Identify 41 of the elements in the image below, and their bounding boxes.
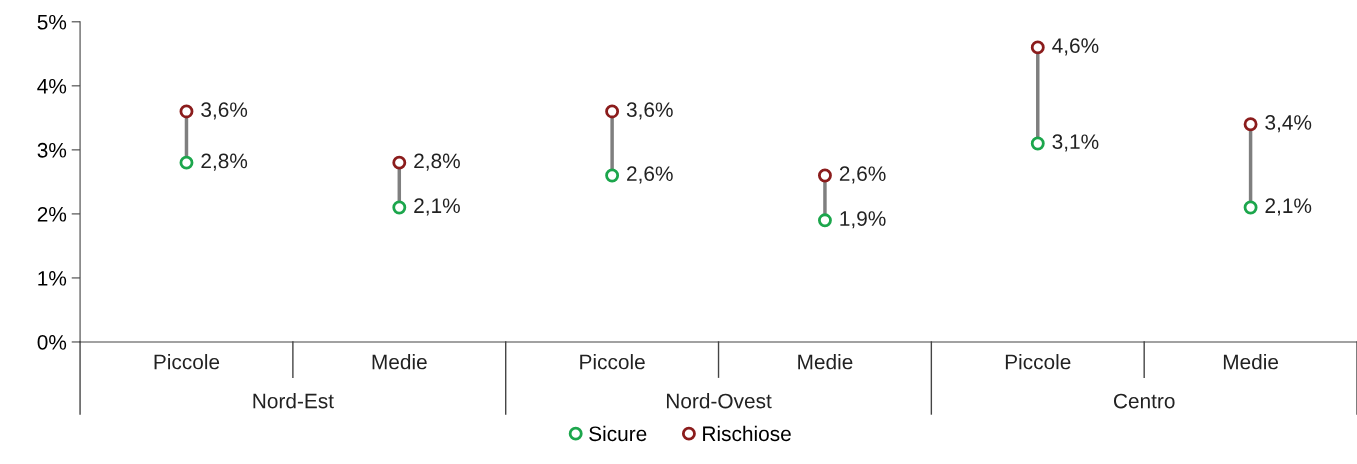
point <box>605 104 620 119</box>
text: Nord-Ovest <box>666 393 772 409</box>
x-tick-label: Piccole <box>154 354 220 370</box>
data-label: 3,6% <box>201 102 248 120</box>
data-label: 2,1% <box>414 198 460 216</box>
y-tick-label: 3% <box>37 142 67 158</box>
data-label: 3,4% <box>1265 115 1312 133</box>
point <box>818 168 832 183</box>
legend-label: Rischiose <box>703 425 791 442</box>
x-tick-label: Piccole <box>1005 354 1071 370</box>
x-tick-label: Medie <box>372 354 427 370</box>
point <box>392 200 407 215</box>
point <box>1243 200 1258 215</box>
y-tick-label: 0% <box>37 334 67 350</box>
y-tick-label: 1% <box>38 271 67 286</box>
data-label: 3,1% <box>1052 134 1099 152</box>
text: Nord-Est <box>253 393 334 409</box>
y-tick-label: 5% <box>37 14 67 30</box>
data-label: 1,9% <box>840 211 886 229</box>
data-label: 2,8% <box>201 153 248 171</box>
data-label: 2,8% <box>414 153 460 171</box>
point <box>179 155 194 170</box>
point <box>1030 40 1045 55</box>
x-tick-label: Medie <box>1223 354 1279 370</box>
x-tick-label: Piccole <box>580 354 645 370</box>
data-label: 2,6% <box>627 166 673 184</box>
point <box>1030 136 1045 151</box>
point <box>605 168 620 183</box>
point <box>179 104 194 119</box>
data-label: 3,6% <box>626 102 673 120</box>
data-label: 2,1% <box>1265 198 1312 216</box>
y-tick-label: 2% <box>37 206 67 222</box>
legend-label: Sicure <box>589 425 647 442</box>
text: Centro <box>1113 393 1175 409</box>
point <box>1243 117 1258 132</box>
data-label: 2,6% <box>839 166 886 184</box>
point <box>818 213 832 228</box>
y-tick-label: 4% <box>37 78 67 94</box>
x-tick-label: Medie <box>798 354 853 370</box>
data-label: 4,6% <box>1052 38 1099 56</box>
point <box>392 155 407 170</box>
